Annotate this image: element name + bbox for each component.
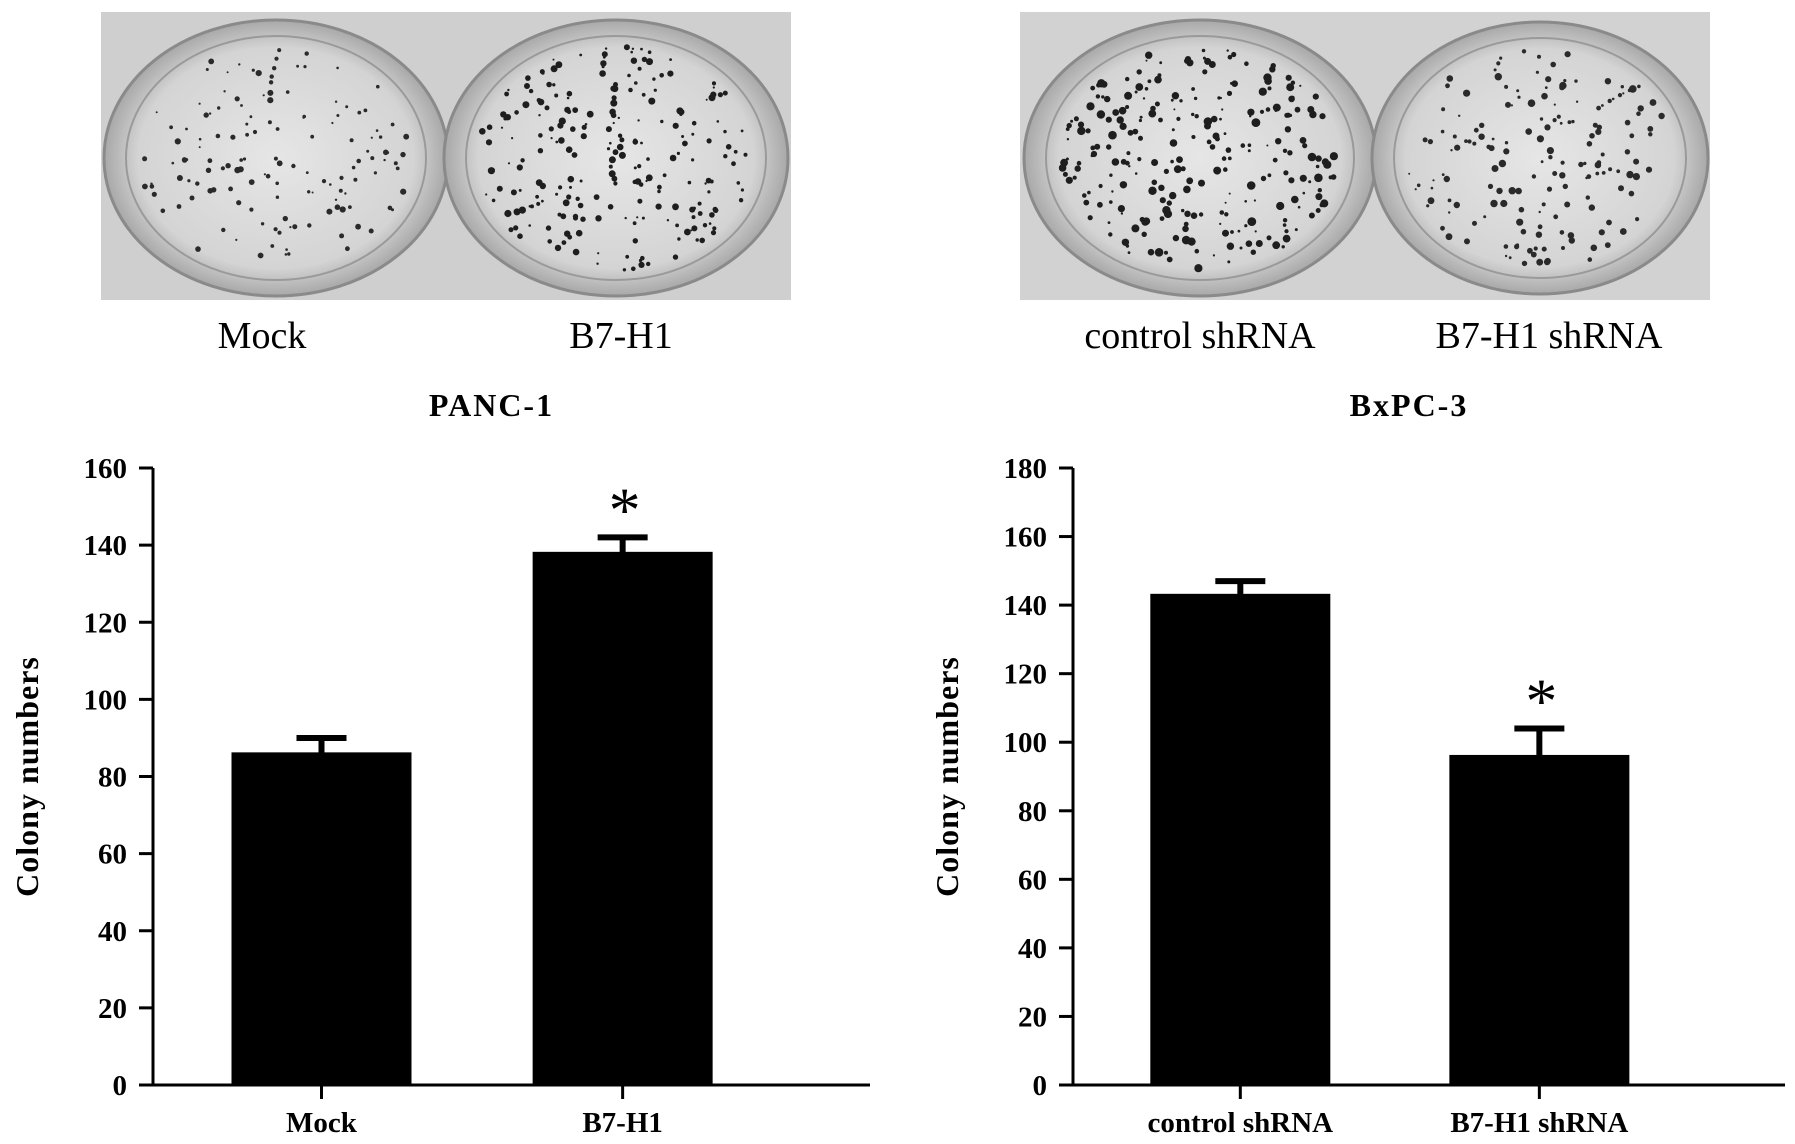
photo-label-b7h1: B7-H1 (569, 315, 673, 357)
chart-1-bar-0 (1150, 593, 1331, 1086)
chart-1-ytick-label: 120 (1004, 659, 1048, 691)
chart-1-xtick-label: control shRNA (1148, 1107, 1334, 1139)
bxpc3-plate-photo (1020, 12, 1710, 300)
chart-1-ytick-label: 20 (1018, 1001, 1047, 1033)
chart-0-bar-0 (231, 752, 412, 1086)
panc1-plate-photo (101, 12, 791, 300)
chart-1-bar-1 (1449, 754, 1630, 1086)
chart-0-ytick-label: 140 (84, 530, 128, 562)
chart-1-ytick-label: 80 (1018, 796, 1047, 828)
chart-1-title: BxPC-3 (1350, 387, 1469, 423)
chart-0-xtick-label: Mock (286, 1107, 358, 1139)
chart-0-ytick-label: 20 (98, 993, 127, 1025)
chart-0-bar-1 (532, 551, 713, 1086)
chart-0-significance-marker: * (609, 474, 641, 545)
chart-1-ytick-label: 140 (1004, 590, 1048, 622)
chart-0-title: PANC-1 (429, 387, 554, 423)
photo-label-mock: Mock (217, 315, 307, 357)
photo-label-control-shrna: control shRNA (1084, 315, 1316, 357)
chart-0-ytick-label: 120 (84, 607, 128, 639)
chart-0-ytick-label: 0 (113, 1070, 128, 1102)
chart-1-ylabel: Colony numbers (929, 656, 965, 897)
panc1-bar-chart: PANC-1 0 20 40 60 80 100 120 140 160 Colony number… (9, 387, 870, 1139)
chart-1-ytick-label: 0 (1033, 1070, 1048, 1102)
chart-1-ytick-label: 40 (1018, 933, 1047, 965)
chart-0-ylabel: Colony numbers (9, 656, 45, 897)
chart-0-ytick-label: 40 (98, 916, 127, 948)
bxpc3-bar-chart: BxPC-3 0 20 40 60 80 100 120 140 160 180 Colony num… (929, 387, 1785, 1139)
chart-1-ytick-label: 180 (1004, 453, 1048, 485)
photo-label-b7h1-shrna: B7-H1 shRNA (1435, 315, 1663, 357)
chart-1-xtick-label: B7-H1 shRNA (1450, 1107, 1628, 1139)
chart-1-ytick-label: 160 (1004, 522, 1048, 554)
chart-0-ytick-label: 160 (84, 453, 128, 485)
chart-0-xtick-label: B7-H1 (582, 1107, 663, 1139)
chart-0-ytick-label: 80 (98, 762, 127, 794)
chart-1-ytick-label: 60 (1018, 864, 1047, 896)
chart-0-ytick-label: 100 (84, 684, 128, 716)
chart-1-significance-marker: * (1525, 666, 1557, 737)
chart-0-ytick-label: 60 (98, 839, 127, 871)
chart-1-ytick-label: 100 (1004, 727, 1048, 759)
